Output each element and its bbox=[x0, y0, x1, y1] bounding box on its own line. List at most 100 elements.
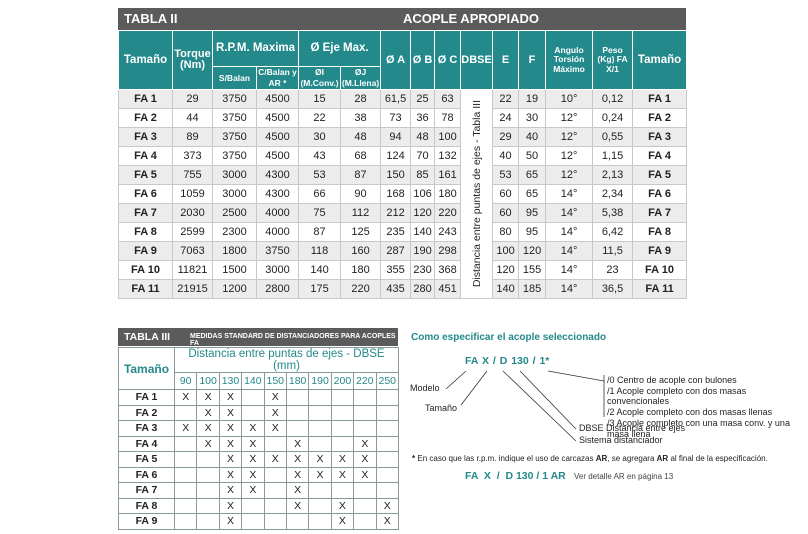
table-cell: 118 bbox=[298, 241, 342, 261]
connector bbox=[460, 370, 488, 406]
table-cell: FA 11 bbox=[118, 279, 173, 299]
distance-header: 220 bbox=[353, 372, 377, 390]
table-cell: 1800 bbox=[212, 241, 257, 261]
table-cell: 53 bbox=[492, 165, 520, 185]
table-cell: 2,13 bbox=[592, 165, 634, 185]
column-header: Peso (Kg) FA X/1 bbox=[592, 30, 634, 90]
table-cell: 73 bbox=[380, 108, 412, 128]
column-header: Tamaño bbox=[118, 347, 175, 390]
distance-header: 130 bbox=[218, 372, 243, 390]
table-row: FA 10 11821 1500 3000 140 180 355 230 368 120 155 1… bbox=[118, 260, 688, 280]
table-cell: 89 bbox=[172, 127, 213, 147]
table-cell: 100 bbox=[434, 127, 462, 147]
table-cell: 451 bbox=[434, 279, 462, 299]
table-cell bbox=[285, 513, 310, 530]
table-cell: 4000 bbox=[255, 203, 300, 223]
distance-header: 190 bbox=[308, 372, 332, 390]
table-cell: 15 bbox=[298, 89, 342, 109]
distance-header: 180 bbox=[285, 372, 310, 390]
spec-example: FA X / D 130 / 1 AR bbox=[465, 470, 566, 482]
header-row: Tamaño Distancia entre puntas de ejes - D… bbox=[118, 347, 399, 390]
table-cell: 68 bbox=[340, 146, 382, 166]
spec-option: /2 Acople completo con dos masas llenas bbox=[607, 407, 773, 418]
table-iii-title-bar: TABLA III MEDIDAS STANDARD DE DISTANCIAD… bbox=[118, 328, 398, 347]
header-row: 90 100 130 140 150 180 190 200 220 250 bbox=[119, 372, 399, 390]
table-cell: 4500 bbox=[255, 127, 300, 147]
table-cell: 87 bbox=[340, 165, 382, 185]
table-cell: FA 10 bbox=[118, 260, 173, 280]
table-cell: 2800 bbox=[255, 279, 300, 299]
table-cell: FA 5 bbox=[632, 165, 688, 185]
table-cell: 50 bbox=[518, 146, 547, 166]
table-cell: 38 bbox=[340, 108, 382, 128]
distance-header: 140 bbox=[241, 372, 265, 390]
connector bbox=[445, 370, 467, 390]
table-cell: 61,5 bbox=[380, 89, 412, 109]
table-cell: X bbox=[285, 497, 310, 514]
table-row: FA 3 89 3750 4500 30 48 94 48 100 29 40 12° 0,55 FA 3 bbox=[118, 127, 688, 147]
table-cell: 435 bbox=[380, 279, 412, 299]
table-row: FA 7 2030 2500 4000 75 112 212 120 220 60 95 14° 5,3… bbox=[118, 203, 688, 223]
table-cell: X bbox=[330, 513, 355, 530]
table-row: FA 11 21915 1200 2800 175 220 435 280 451 140 185 1… bbox=[118, 279, 688, 299]
table-cell: 3000 bbox=[212, 165, 257, 185]
table-cell: 220 bbox=[340, 279, 382, 299]
table-cell: 150 bbox=[380, 165, 412, 185]
spec-code: FA X / D 130 / 1* bbox=[465, 355, 550, 367]
table-cell: 160 bbox=[340, 241, 382, 261]
table-cell: 3750 bbox=[255, 241, 300, 261]
note-part: En caso que las r.p.m. indique el uso de… bbox=[417, 454, 594, 463]
distance-header: 250 bbox=[375, 372, 399, 390]
note-part: AR bbox=[595, 454, 608, 463]
table-cell: X bbox=[241, 451, 265, 468]
connector bbox=[519, 370, 577, 430]
table-cell: 4300 bbox=[255, 165, 300, 185]
note-part: , se agregara bbox=[607, 454, 655, 463]
spec-size: Tamaño bbox=[425, 403, 458, 413]
table-cell: 94 bbox=[380, 127, 412, 147]
connector bbox=[547, 370, 605, 382]
column-header: Ø A bbox=[380, 30, 412, 90]
spec-title: Como especificar el acople seleccionado bbox=[411, 332, 607, 343]
table-cell: 180 bbox=[340, 260, 382, 280]
table-cell: FA 1 bbox=[118, 89, 173, 109]
table-cell: FA 7 bbox=[118, 482, 175, 499]
table-row: FA 6 1059 3000 4300 66 90 168 106 180 60 65 14° 2,34… bbox=[118, 184, 688, 204]
connector bbox=[502, 370, 577, 442]
spec-options: /0 Centro de acople con bulones /1 Acopl… bbox=[607, 375, 808, 439]
table-cell: 220 bbox=[434, 203, 462, 223]
table-cell: 30 bbox=[298, 127, 342, 147]
spec-option: /3 Acople completo con una masa conv. y … bbox=[607, 417, 790, 439]
column-header: Ø C bbox=[434, 30, 462, 90]
table-cell: 21915 bbox=[172, 279, 213, 299]
table-cell: FA 10 bbox=[632, 260, 688, 280]
table-cell: 29 bbox=[492, 127, 520, 147]
table-ii: Tamaño Torque (Nm) R.P.M. Maxima Ø Eje Max.… bbox=[118, 30, 688, 299]
table-cell: 212 bbox=[380, 203, 412, 223]
table-cell: FA 2 bbox=[118, 404, 175, 421]
table-cell: 3750 bbox=[212, 108, 257, 128]
table-cell: 180 bbox=[434, 184, 462, 204]
table-cell: 755 bbox=[172, 165, 213, 185]
spec-option: /1 Acople completo con dos masas convenc… bbox=[607, 385, 747, 407]
table-cell: 78 bbox=[434, 108, 462, 128]
table-cell: 48 bbox=[340, 127, 382, 147]
table-cell: 298 bbox=[434, 241, 462, 261]
table-cell: 14° bbox=[545, 279, 594, 299]
table-cell: 155 bbox=[518, 260, 547, 280]
column-header: DBSE bbox=[460, 30, 494, 90]
table-cell: 2030 bbox=[172, 203, 213, 223]
table-cell: FA 9 bbox=[118, 241, 173, 261]
header-row: Tamaño Torque (Nm) R.P.M. Maxima Ø Eje Max.… bbox=[118, 30, 688, 90]
table-cell: 12° bbox=[545, 127, 594, 147]
column-subheader: ØI (M.Conv.) bbox=[298, 66, 342, 90]
table-cell: 36,5 bbox=[592, 279, 634, 299]
table-cell: 368 bbox=[434, 260, 462, 280]
table-cell: 120 bbox=[410, 203, 436, 223]
